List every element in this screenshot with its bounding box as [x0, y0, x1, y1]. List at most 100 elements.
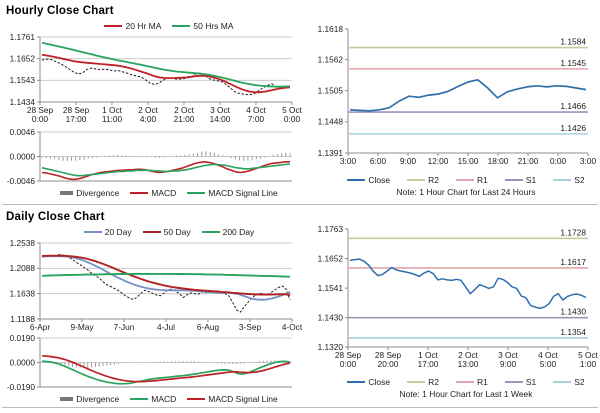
series-close	[41, 254, 291, 313]
hourly-pivot-legend: Close R2 R1 S1 S2	[306, 173, 598, 186]
legend-swatch-divergence	[60, 396, 74, 401]
svg-text:1.1652: 1.1652	[318, 253, 344, 263]
legend-label: R1	[476, 174, 488, 185]
series-close	[41, 58, 291, 96]
divergence-bars	[41, 360, 291, 368]
pivot-label-r1: 1.1545	[560, 58, 586, 68]
legend-swatch-s1	[504, 380, 523, 383]
pivot-label-s1: 1.1466	[560, 101, 586, 111]
legend-swatch-divergence	[60, 190, 74, 195]
svg-text:4-Jul: 4-Jul	[157, 322, 175, 332]
series-macd-signal-line	[41, 354, 291, 383]
legend-label: Divergence	[76, 187, 120, 198]
series-close	[349, 78, 587, 112]
svg-text:1.1391: 1.1391	[318, 148, 344, 158]
svg-text:9-May: 9-May	[70, 322, 94, 332]
legend-label: S2	[574, 376, 585, 387]
svg-text:15:00: 15:00	[458, 156, 479, 166]
series-20-day	[41, 255, 291, 301]
legend-swatch-20-hr-ma	[104, 24, 123, 27]
svg-text:0:00: 0:00	[550, 156, 567, 166]
legend-item-r2: R2	[407, 377, 439, 387]
legend-label: Close	[368, 376, 391, 387]
legend-label: Divergence	[76, 393, 120, 404]
daily-close-legend: 20 Day 50 Day 200 Day	[2, 225, 302, 238]
daily-macd-chart: 0.0190 0.0000 -0.0190	[7, 334, 292, 392]
legend-item-r2: R2	[407, 175, 439, 185]
legend-item-r1: R1	[455, 174, 488, 185]
legend-swatch-r1	[455, 380, 474, 383]
legend-swatch-20-day	[83, 230, 102, 233]
legend-item-50-day: 50 Day	[142, 227, 191, 237]
svg-text:18:00: 18:00	[488, 156, 509, 166]
series-50-day	[41, 254, 291, 296]
svg-text:3-Sep: 3-Sep	[239, 322, 262, 332]
legend-label: R2	[428, 174, 439, 185]
weekly-pivot-legend: Close R2 R1 S1 S2	[306, 375, 598, 388]
pivot-label-r2: 1.1584	[560, 37, 586, 47]
legend-label: Close	[368, 174, 391, 185]
legend-swatch-s1	[504, 178, 523, 181]
svg-text:1.1763: 1.1763	[318, 224, 344, 234]
legend-swatch-macd	[130, 397, 149, 400]
section-divider	[2, 204, 598, 205]
series-macd-signal-line	[41, 163, 291, 177]
daily-chart-title: Daily Close Chart	[6, 211, 105, 223]
legend-swatch-s2	[553, 178, 572, 181]
daily-macd-legend: Divergence MACD MACD Signal Line	[2, 392, 302, 405]
legend-swatch-macd	[130, 191, 149, 194]
series-close	[349, 258, 587, 310]
legend-label: MACD Signal Line	[208, 187, 278, 198]
legend-label: 50 Hrs MA	[193, 20, 234, 31]
svg-text:1.1541: 1.1541	[318, 283, 344, 293]
hourly-close-panel: Hourly Close Chart 20 Hr MA 50 Hrs MA 1.1…	[2, 2, 302, 204]
legend-item-200-day: 200 Day	[201, 226, 255, 237]
svg-text:6-Apr: 6-Apr	[30, 322, 51, 332]
legend-item-macd: MACD	[130, 394, 176, 404]
legend-label: MACD	[151, 187, 177, 198]
svg-text:6-Aug: 6-Aug	[197, 322, 220, 332]
svg-text:1.1618: 1.1618	[318, 24, 344, 34]
legend-swatch-r1	[455, 178, 474, 181]
svg-text:0.0000: 0.0000	[10, 151, 36, 161]
legend-item-20-day: 20 Day	[83, 227, 132, 237]
legend-item-macd-signal-line: MACD Signal Line	[187, 187, 278, 198]
legend-label: R2	[428, 376, 439, 387]
svg-text:0.0190: 0.0190	[10, 334, 36, 343]
svg-text:1.1320: 1.1320	[318, 342, 344, 352]
legend-swatch-200-day	[201, 230, 220, 233]
legend-label: MACD Signal Line	[208, 393, 278, 404]
legend-item-20-hr-ma: 20 Hr MA	[104, 21, 161, 31]
hourly-pivot-note: Note: 1 Hour Chart for Last 24 Hours	[396, 187, 536, 197]
pivot-label-s2: 1.1426	[560, 123, 586, 133]
legend-item-close: Close	[347, 175, 390, 185]
legend-swatch-close	[347, 178, 366, 181]
legend-label: 200 Day	[222, 226, 255, 237]
hourly-macd-legend: Divergence MACD MACD Signal Line	[2, 186, 302, 199]
pivot-label-r2: 1.1728	[560, 227, 586, 237]
pivot-label-r1: 1.1617	[560, 257, 586, 267]
svg-text:12:00: 12:00	[428, 156, 449, 166]
legend-item-macd-signal-line: MACD Signal Line	[187, 393, 278, 404]
series-200-day	[41, 272, 291, 278]
legend-swatch-s2	[553, 380, 572, 383]
weekly-pivot-panel: 1.1763 1.1652 1.1541 1.1430 1.1320 28 Sep 0:00…	[306, 206, 598, 406]
svg-text:0.0000: 0.0000	[10, 357, 36, 367]
legend-item-close: Close	[347, 377, 390, 387]
svg-text:-0.0190: -0.0190	[7, 382, 36, 392]
legend-label: S2	[574, 174, 585, 185]
legend-item-50-hrs-ma: 50 Hrs MA	[172, 20, 234, 31]
